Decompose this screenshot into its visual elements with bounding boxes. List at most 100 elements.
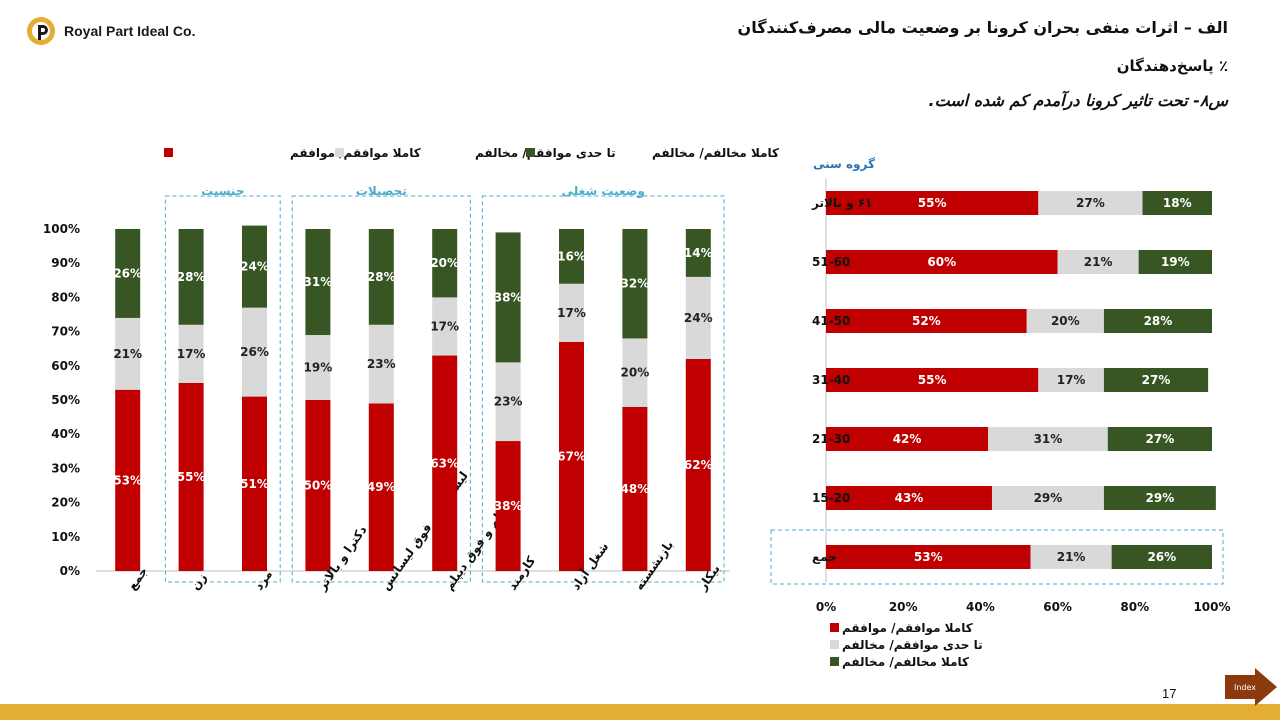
bar-segment xyxy=(991,486,1104,510)
total-row-box xyxy=(770,529,1224,585)
bar-segment xyxy=(1038,368,1104,392)
bar-segment xyxy=(115,229,141,318)
x-tick-label: 20% xyxy=(889,600,918,614)
data-label: 53% xyxy=(113,473,142,487)
bar-segment xyxy=(559,229,584,284)
y-tick-label: 70% xyxy=(51,325,80,339)
data-label: 27% xyxy=(1076,196,1105,210)
bar-segment xyxy=(1111,545,1212,569)
legend-swatch xyxy=(830,623,839,632)
y-tick-label: 20% xyxy=(51,496,80,510)
data-label: 26% xyxy=(240,345,269,359)
bar-segment xyxy=(1107,427,1212,451)
bar-segment xyxy=(622,406,648,571)
data-label: 67% xyxy=(557,449,586,463)
slide-title: الف – اثرات منفی بحران کرونا بر وضعیت ما… xyxy=(737,18,1228,37)
group-box xyxy=(164,195,281,583)
legend-label: کاملا مخالفم/ مخالفم xyxy=(842,655,969,669)
legend-label: تا حدی موافقم/ مخالفم xyxy=(475,146,616,161)
x-tick-label: 40% xyxy=(966,600,995,614)
bar-segment xyxy=(826,427,989,451)
bar-segment xyxy=(826,191,1039,215)
data-label: 14% xyxy=(684,246,713,260)
bar-segment xyxy=(1038,191,1143,215)
bar-segment xyxy=(622,229,648,339)
data-label: 20% xyxy=(1051,314,1080,328)
bar-segment xyxy=(242,225,267,308)
bar-segment xyxy=(1030,545,1112,569)
bar-segment xyxy=(826,309,1027,333)
group-label: وضعیت شغلی xyxy=(562,184,645,199)
data-label: 60% xyxy=(927,255,956,269)
data-label: 24% xyxy=(684,311,713,325)
bar-segment xyxy=(305,229,331,336)
bar-segment xyxy=(115,317,141,390)
legend-label: تا حدی موافقم/ مخالفم xyxy=(842,638,983,653)
bar-segment xyxy=(368,403,394,571)
bar-segment xyxy=(826,368,1039,392)
footer-bar xyxy=(0,704,1280,720)
data-label: 16% xyxy=(557,249,586,263)
data-label: 49% xyxy=(367,480,396,494)
arrow-right-icon[interactable] xyxy=(1225,668,1277,706)
data-label: 23% xyxy=(494,395,523,409)
y-tick-label: 51-60 xyxy=(812,255,850,269)
bar-segment xyxy=(432,229,458,298)
bar-segment xyxy=(826,486,992,510)
legend-swatch xyxy=(164,148,173,157)
bar-segment xyxy=(495,362,521,442)
x-tick-label: 100% xyxy=(1193,600,1230,614)
bar-segment xyxy=(685,276,711,359)
bar-segment xyxy=(1057,250,1139,274)
bar-segment xyxy=(622,338,648,407)
index-nav-button[interactable]: Index xyxy=(1225,668,1277,706)
data-label: 17% xyxy=(557,306,586,320)
data-label: 27% xyxy=(1142,373,1171,387)
data-label: 19% xyxy=(304,361,333,375)
data-label: 31% xyxy=(304,275,333,289)
y-tick-label: جمع xyxy=(812,550,837,564)
bar-segment xyxy=(432,297,458,356)
y-tick-label: 0% xyxy=(60,564,80,578)
y-tick-label: 60% xyxy=(51,359,80,373)
data-label: 20% xyxy=(430,256,459,270)
data-label: 23% xyxy=(367,357,396,371)
x-tick-label: 0% xyxy=(816,600,836,614)
y-tick-label: 15-20 xyxy=(812,491,850,505)
age-chart-title: گروه سنی xyxy=(813,157,875,172)
bar-segment xyxy=(559,283,584,342)
bar-segment xyxy=(1026,309,1104,333)
y-tick-label: ۶۱ و بالاتر xyxy=(811,196,872,211)
x-tick-label: 80% xyxy=(1120,600,1149,614)
bar-segment xyxy=(368,229,394,325)
bar-segment xyxy=(685,358,711,571)
group-label: تحصیلات xyxy=(356,184,407,198)
bar-segment xyxy=(305,400,331,571)
data-label: 31% xyxy=(1034,432,1063,446)
data-label: 26% xyxy=(1147,550,1176,564)
index-label[interactable]: Index xyxy=(1234,683,1256,692)
bar-segment xyxy=(559,341,584,571)
bar-segment xyxy=(1138,250,1212,274)
bar-segment xyxy=(305,335,331,400)
y-tick-label: 40% xyxy=(51,427,80,441)
legend-swatch xyxy=(335,148,344,157)
y-tick-label: 31-40 xyxy=(812,373,850,387)
data-label: 55% xyxy=(177,470,206,484)
bar-segment xyxy=(1103,368,1209,392)
y-tick-label: 10% xyxy=(51,530,80,544)
bar-segment xyxy=(1142,191,1212,215)
x-tick-label: 60% xyxy=(1043,600,1072,614)
y-tick-label: 41-50 xyxy=(812,314,850,328)
group-label: جنسیت xyxy=(201,184,244,198)
group-box xyxy=(481,195,725,583)
y-tick-label: 21-30 xyxy=(812,432,850,446)
bar-segment xyxy=(368,324,394,404)
bar-segment xyxy=(178,229,204,325)
data-label: 18% xyxy=(1163,196,1192,210)
bar-segment xyxy=(826,250,1058,274)
data-label: 24% xyxy=(240,260,269,274)
data-label: 29% xyxy=(1146,491,1175,505)
data-label: 42% xyxy=(893,432,922,446)
bar-segment xyxy=(178,324,204,383)
